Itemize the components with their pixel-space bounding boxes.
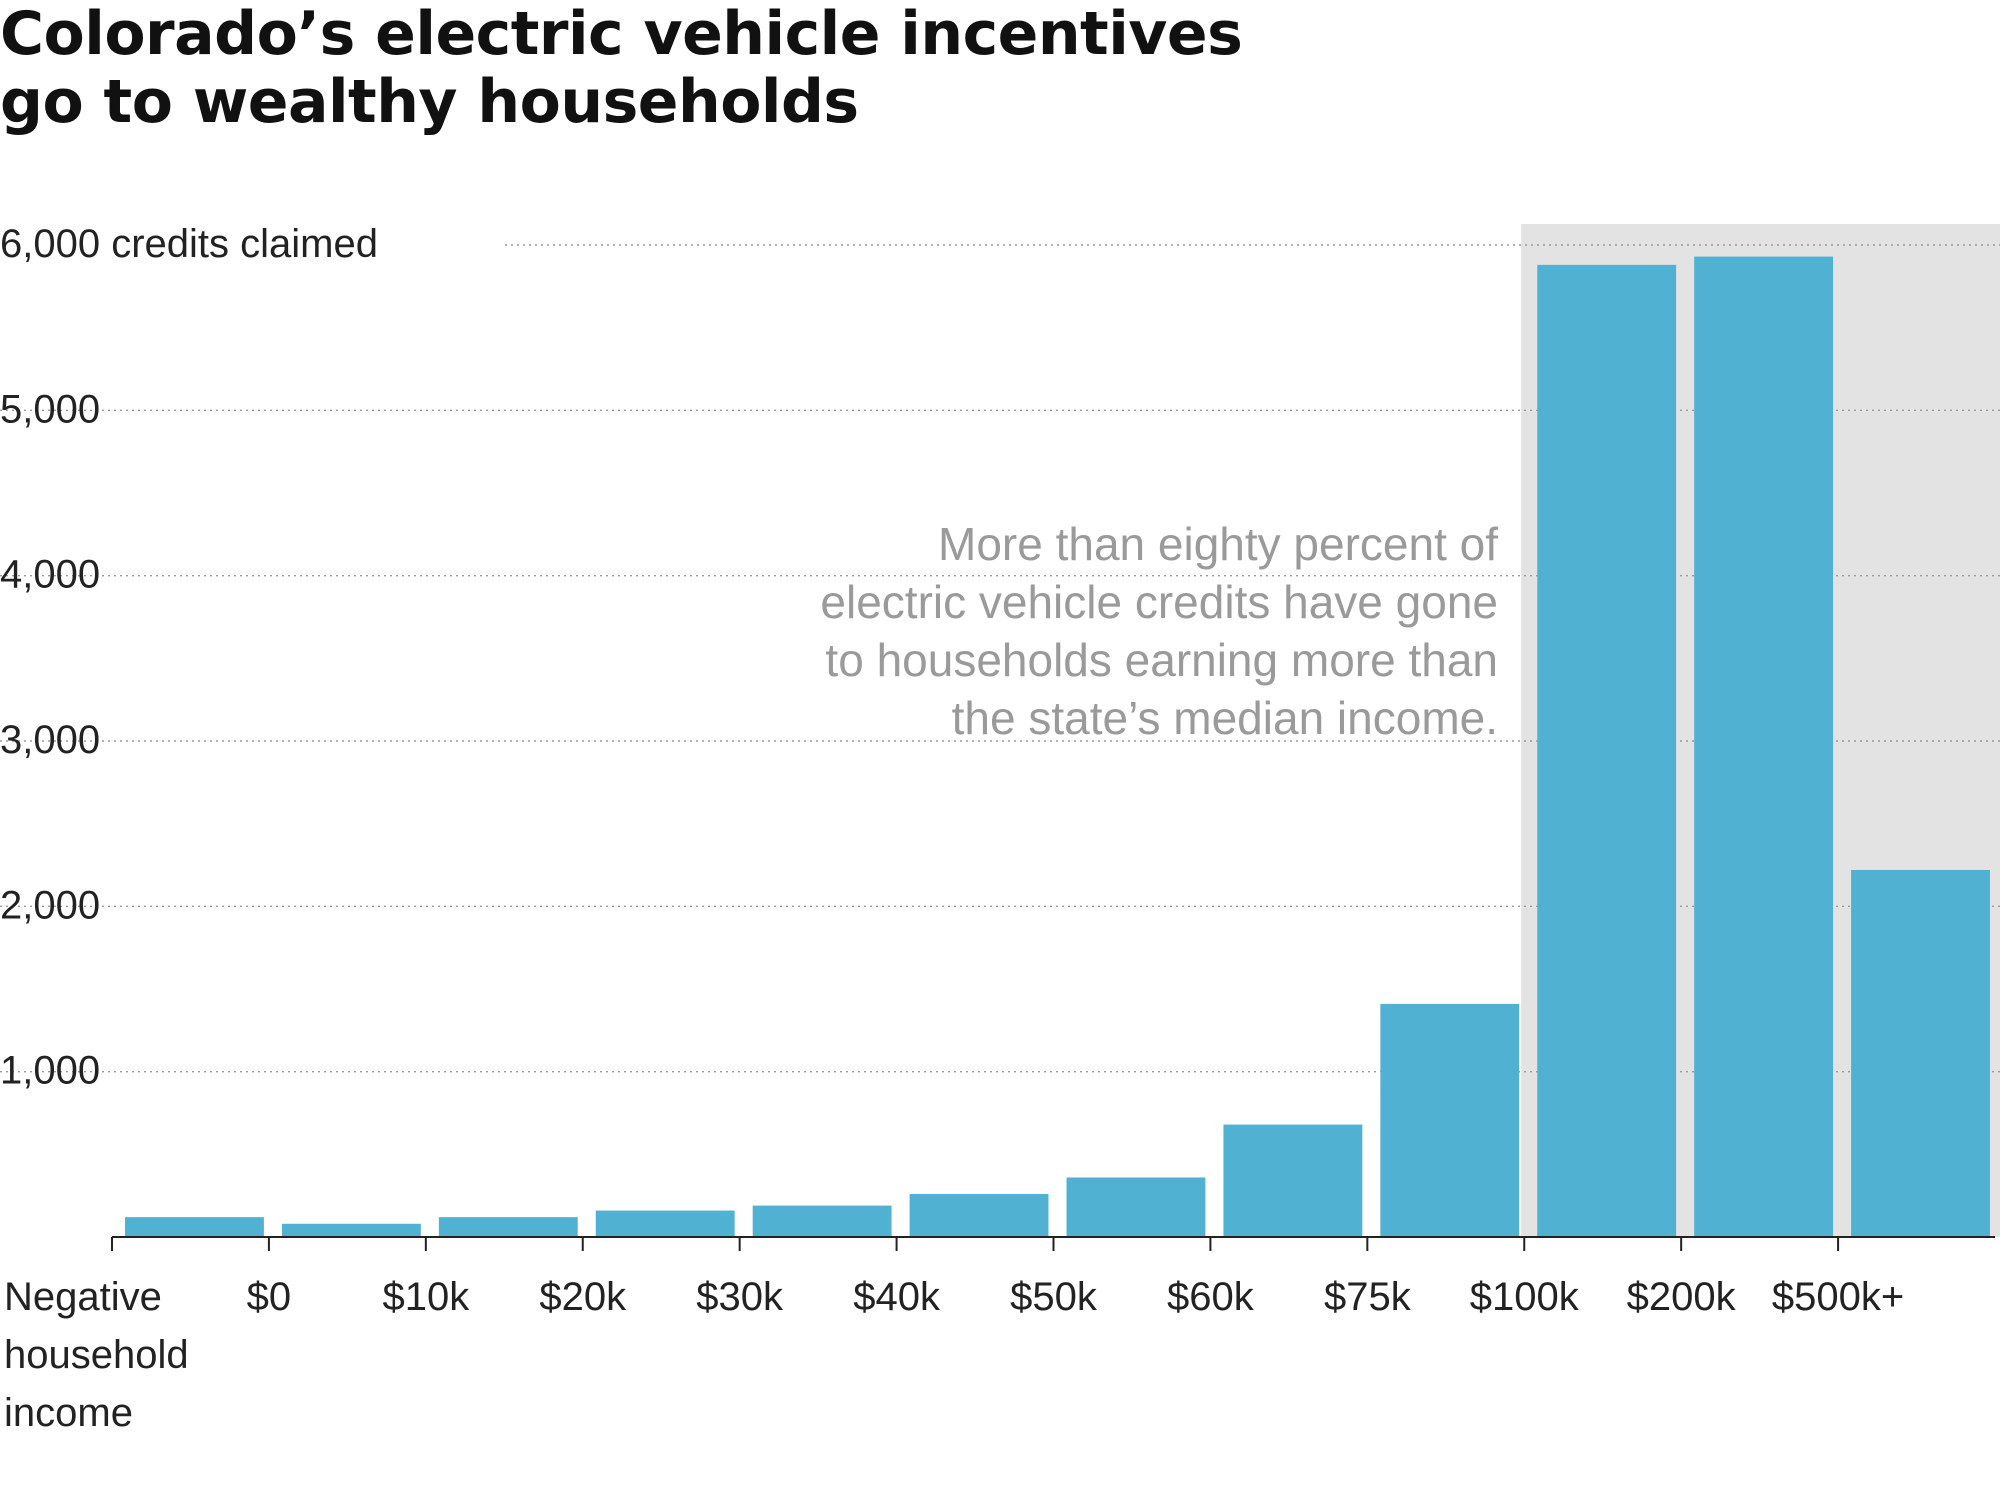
x-tick-label-8: $60k bbox=[1167, 1275, 1255, 1319]
annotation-line-4: the state’s median income. bbox=[952, 692, 1498, 744]
annotation-line-3: to households earning more than bbox=[825, 634, 1498, 686]
bar-3[interactable] bbox=[438, 1217, 578, 1237]
annotation-line-2: electric vehicle credits have gone bbox=[820, 576, 1498, 628]
y-tick-label-1000: 1,000 bbox=[0, 1049, 100, 1093]
y-tick-label-5000: 5,000 bbox=[0, 387, 100, 431]
bar-1[interactable] bbox=[125, 1217, 264, 1237]
chart-title-line-2: go to wealthy households bbox=[0, 67, 859, 137]
x-tick-label-6: $40k bbox=[853, 1275, 941, 1319]
bar-7[interactable] bbox=[1066, 1177, 1206, 1237]
x-tick-label-11: $200k bbox=[1627, 1275, 1737, 1319]
chart-title: Colorado’s electric vehicle incentives g… bbox=[0, 0, 1500, 136]
annotation-line-1: More than eighty percent of bbox=[938, 518, 1498, 570]
x-tick-label-1-line-3: income bbox=[4, 1391, 133, 1435]
x-tick-label-3: $10k bbox=[382, 1275, 470, 1319]
x-tick-label-1-line-2: household bbox=[4, 1333, 189, 1377]
bar-2[interactable] bbox=[281, 1223, 421, 1237]
bar-9[interactable] bbox=[1380, 1003, 1520, 1237]
y-tick-label-2000: 2,000 bbox=[0, 883, 100, 927]
x-tick-label-2: $0 bbox=[247, 1275, 292, 1319]
y-tick-label-6000: 6,000 credits claimed bbox=[0, 222, 378, 266]
bar-8[interactable] bbox=[1223, 1124, 1363, 1237]
bar-11[interactable] bbox=[1694, 256, 1834, 1237]
x-tick-label-5: $30k bbox=[696, 1275, 784, 1319]
x-tick-label-12: $500k+ bbox=[1772, 1275, 1904, 1319]
x-tick-label-7: $50k bbox=[1010, 1275, 1098, 1319]
x-tick-label-9: $75k bbox=[1324, 1275, 1412, 1319]
bar-6[interactable] bbox=[909, 1194, 1049, 1237]
chart-title-line-1: Colorado’s electric vehicle incentives bbox=[0, 0, 1243, 69]
bar-12[interactable] bbox=[1851, 869, 1990, 1237]
x-tick-label-10: $100k bbox=[1470, 1275, 1580, 1319]
x-tick-label-4: $20k bbox=[539, 1275, 627, 1319]
y-tick-label-4000: 4,000 bbox=[0, 553, 100, 597]
y-tick-label-3000: 3,000 bbox=[0, 718, 100, 762]
bar-4[interactable] bbox=[595, 1210, 735, 1237]
bar-5[interactable] bbox=[752, 1205, 892, 1237]
bar-10[interactable] bbox=[1537, 264, 1677, 1238]
x-tick-label-1: Negative bbox=[4, 1275, 162, 1319]
